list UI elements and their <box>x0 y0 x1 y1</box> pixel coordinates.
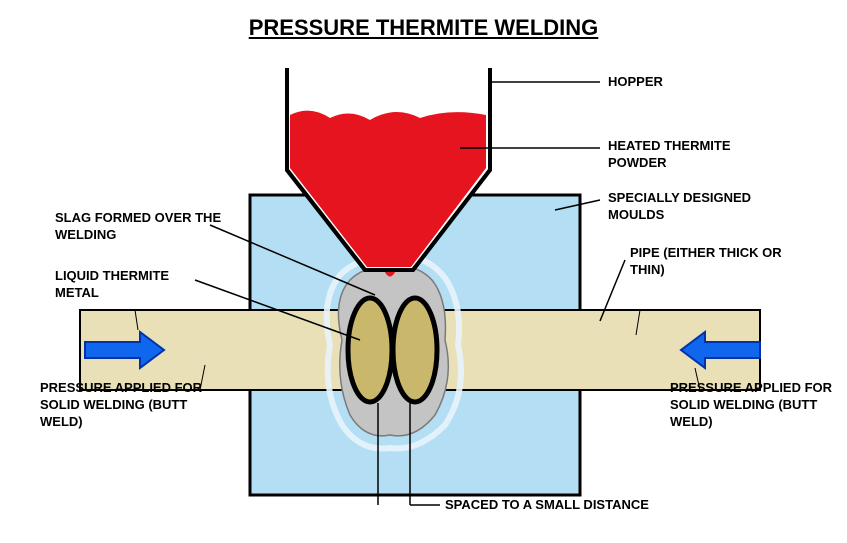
diagram-container: PRESSURE THERMITE WELDING <box>0 0 847 543</box>
label-pressure-right: PRESSURE APPLIED FOR SOLID WELDING (BUTT… <box>670 380 840 431</box>
pipe-end-left <box>348 298 392 402</box>
label-heated-powder: HEATED THERMITE POWDER <box>608 138 778 172</box>
label-pipe: PIPE (EITHER THICK OR THIN) <box>630 245 790 279</box>
label-spaced: SPACED TO A SMALL DISTANCE <box>445 497 649 514</box>
label-liquid-metal: LIQUID THERMITE METAL <box>55 268 205 302</box>
label-hopper: HOPPER <box>608 74 663 91</box>
label-moulds: SPECIALLY DESIGNED MOULDS <box>608 190 768 224</box>
label-pressure-left: PRESSURE APPLIED FOR SOLID WELDING (BUTT… <box>40 380 210 431</box>
label-slag: SLAG FORMED OVER THE WELDING <box>55 210 225 244</box>
pipe-end-right <box>393 298 437 402</box>
